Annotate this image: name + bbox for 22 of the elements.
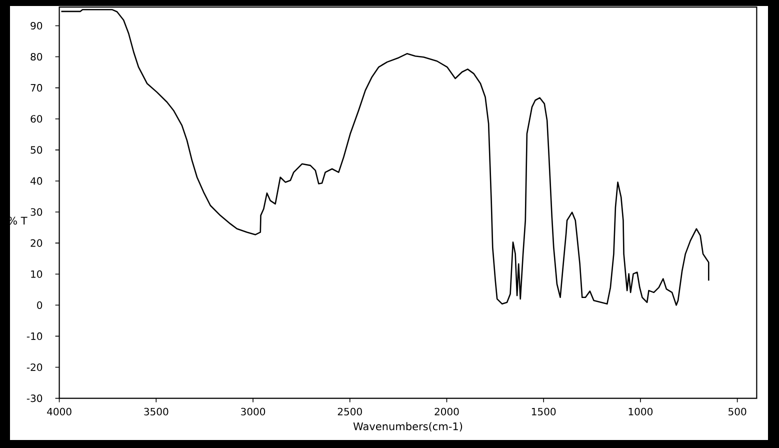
y-tick-label: 70	[30, 84, 42, 92]
y-tick-label: 50	[30, 146, 42, 154]
x-tick-label: 500	[728, 408, 746, 416]
y-tick-label: 60	[30, 115, 42, 123]
x-tick-label: 1000	[628, 408, 653, 416]
x-tick-label: 3000	[241, 408, 266, 416]
x-tick-label: 4000	[47, 408, 72, 416]
y-tick-label: 90	[30, 22, 42, 30]
y-tick-label: -10	[26, 332, 42, 340]
x-tick-label: 2000	[434, 408, 459, 416]
x-tick-label: 2500	[338, 408, 362, 416]
y-tick-label: 20	[30, 239, 42, 247]
x-tick-label: 3500	[144, 408, 168, 416]
y-tick-label: 30	[30, 208, 42, 216]
x-tick-label: 1500	[532, 408, 556, 416]
y-tick-label: 0	[37, 301, 42, 309]
x-axis-title: Wavenumbers(cm-1)	[353, 422, 462, 432]
y-tick-label: 40	[30, 177, 42, 185]
y-tick-label: -30	[26, 394, 42, 402]
y-tick-label: 80	[30, 52, 42, 61]
y-tick-label: -20	[26, 363, 42, 372]
y-tick-label: 10	[31, 270, 42, 278]
